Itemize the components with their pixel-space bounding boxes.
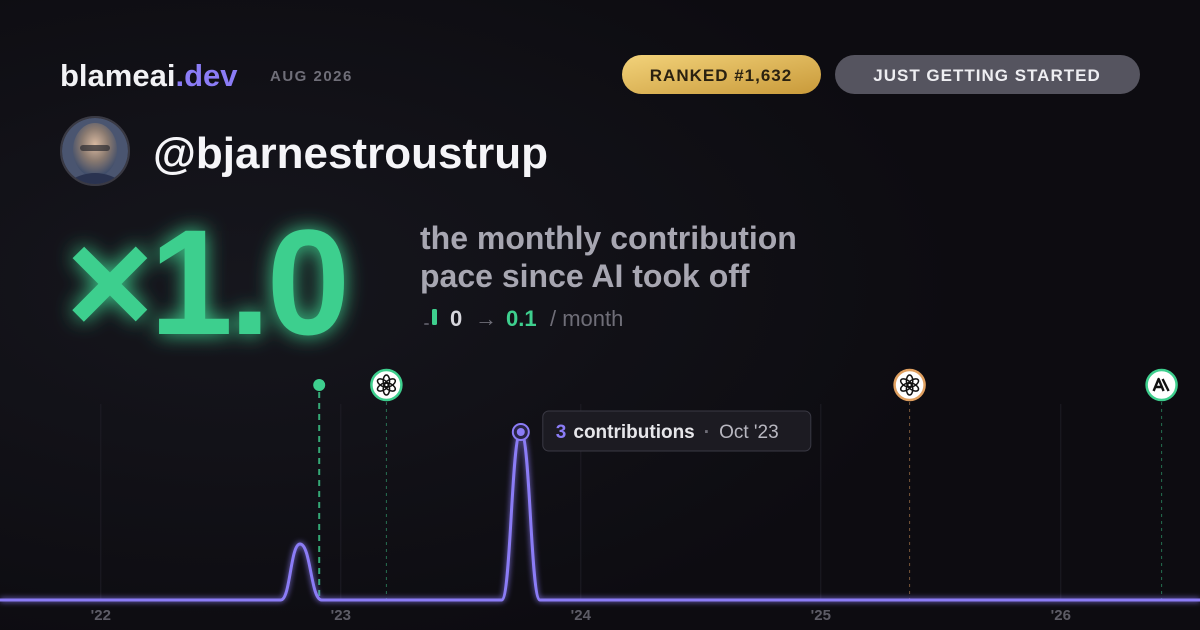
x-tick-label: '25 xyxy=(811,607,831,624)
multiplier: ×1.0 xyxy=(66,198,346,366)
description-line: the monthly contribution xyxy=(420,220,797,256)
series-line xyxy=(0,430,1200,602)
event-dot xyxy=(313,379,326,391)
openai-petal xyxy=(899,378,913,388)
tooltip-box xyxy=(542,410,812,452)
x-tick-label: '22 xyxy=(91,607,111,624)
rank-badge-text: RANKED #1,632 xyxy=(650,66,792,85)
tooltip-separator: · xyxy=(704,422,710,443)
pace-before: 0 xyxy=(450,306,462,331)
brand-name: blameai xyxy=(60,58,175,93)
date: AUG 2026 xyxy=(270,68,353,85)
status-badge-text: JUST GETTING STARTED xyxy=(873,66,1100,85)
brand: blameai.dev xyxy=(60,58,238,93)
handle: @bjarnestroustrup xyxy=(153,129,548,178)
x-tick-label: '24 xyxy=(571,607,592,624)
rank-badge xyxy=(622,55,821,94)
event-icon xyxy=(893,368,926,402)
x-tick-label: '23 xyxy=(331,607,351,624)
tooltip-label: Oct '23 xyxy=(719,422,779,443)
avatar xyxy=(60,116,130,186)
highlight-dot xyxy=(516,428,525,436)
tooltip: 3 contributions · Oct '23 xyxy=(542,410,812,452)
chart: '22 '23 '24 '25 '26 3 contributions · Oct '23 xyxy=(0,368,1200,624)
tooltip-unit: contributions xyxy=(573,422,694,443)
tooltip-value: 3 xyxy=(556,422,567,443)
pace-bar xyxy=(432,309,437,325)
event-icon-circle xyxy=(893,368,926,402)
brand-suffix: .dev xyxy=(175,58,238,93)
pace: 0 → 0.1 / month xyxy=(424,306,623,331)
event-icon xyxy=(370,368,403,402)
pace-after: 0.1 xyxy=(506,306,537,331)
anthropic-glyph xyxy=(1152,377,1170,392)
x-tick-label: '26 xyxy=(1051,607,1071,624)
status-badge xyxy=(835,55,1140,94)
description-line: pace since AI took off xyxy=(420,258,750,294)
event-icon xyxy=(1145,368,1178,402)
pace-arrow: → xyxy=(475,306,497,331)
event-icon-circle xyxy=(370,368,403,402)
pace-unit: / month xyxy=(550,306,623,331)
tooltip-text: 3 contributions · Oct '23 xyxy=(556,422,779,443)
pace-bar xyxy=(424,323,429,325)
openai-petal xyxy=(376,378,390,388)
